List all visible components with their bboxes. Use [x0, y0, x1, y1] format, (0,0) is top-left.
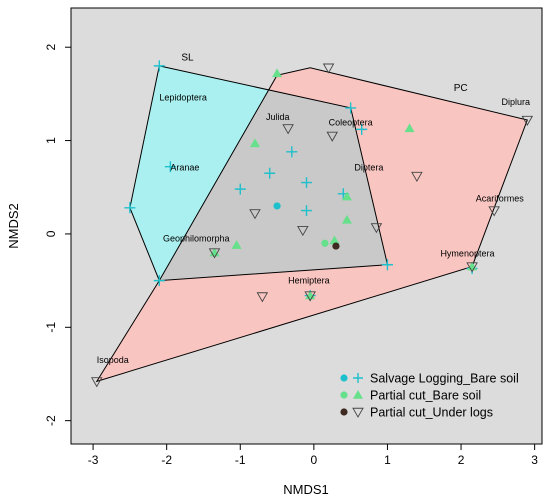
salvage-plus-point: [345, 102, 357, 114]
under-logs-triangle-point: [326, 131, 339, 142]
salvage-plus-point: [381, 259, 393, 271]
x-tick-label: 0: [311, 453, 318, 467]
hull-group: SL PC: [95, 52, 528, 383]
legend-marker-circle: [340, 408, 348, 416]
under-logs-triangle-point: [466, 262, 478, 273]
partial-bare-triangle-point: [272, 68, 283, 78]
species-label: Geophilomorpha: [163, 233, 230, 243]
under-logs-triangle-point: [488, 206, 500, 217]
legend-marker-triangle: [353, 390, 363, 399]
partial-bare-triangle-point: [341, 214, 352, 224]
under-logs-triangle-point: [249, 209, 261, 220]
under-logs-triangle-point: [297, 226, 309, 237]
legend-marker-circle: [340, 374, 348, 382]
partial-bare-triangle-point: [341, 191, 352, 201]
species-label: Hymenoptera: [440, 248, 494, 258]
hull-outline-sl: [129, 65, 389, 282]
salvage-plus-point: [124, 202, 136, 214]
x-tick-label: -2: [161, 453, 172, 467]
partial-bare-triangle-point: [209, 247, 220, 257]
species-label: Diptera: [354, 162, 383, 172]
species-label: Isopoda: [97, 355, 129, 365]
x-tick-label: -1: [235, 453, 246, 467]
species-label: Acariformes: [476, 193, 525, 203]
x-tick-label: -3: [88, 453, 99, 467]
salvage-plus-point: [234, 183, 246, 195]
y-axis-label: NMDS2: [6, 203, 21, 249]
species-label: Coleoptera: [329, 118, 373, 128]
hull-overlap: [129, 67, 388, 281]
annotation-group: Lepidoptera Aranae Julida Coleoptera Diptera…: [97, 92, 530, 364]
series-0-centroid-point: [273, 202, 281, 210]
species-label: Lepidoptera: [159, 92, 207, 102]
under-logs-triangle-point: [322, 63, 335, 74]
y-tick-label: 0: [44, 230, 58, 237]
under-logs-triangle-point: [208, 248, 221, 259]
species-label: Diplura: [502, 97, 531, 107]
partial-bare-triangle-point: [231, 240, 242, 249]
legend-marker-circle: [340, 391, 348, 399]
salvage-plus-point: [301, 177, 312, 189]
salvage-plus-point: [153, 60, 165, 72]
species-label: Julida: [266, 112, 290, 122]
y-tick-label: 1: [44, 137, 58, 144]
series-1-centroid-point: [321, 239, 329, 247]
legend: Salvage Logging_Bare soil Partial cut_Bar…: [340, 372, 519, 420]
under-logs-triangle-point: [521, 115, 534, 126]
under-logs-triangle-point: [256, 292, 269, 303]
x-tick-label: 1: [384, 453, 391, 467]
salvage-plus-point: [264, 167, 276, 179]
salvage-plus-point: [153, 275, 165, 287]
legend-marker-triangle-open: [352, 407, 364, 418]
under-logs-triangle-point: [304, 291, 316, 302]
under-logs-triangle-point: [370, 223, 383, 234]
partial-bare-triangle-point: [305, 290, 316, 300]
x-axis-label: NMDS1: [283, 482, 329, 497]
species-label: Hemiptera: [288, 275, 330, 285]
y-tick-label: 2: [44, 44, 58, 51]
hull-label-sl: SL: [181, 52, 194, 63]
partial-bare-triangle-point: [404, 123, 415, 133]
salvage-plus-point: [301, 205, 312, 217]
under-logs-triangle-point: [90, 377, 103, 388]
y-tick-label: -1: [44, 322, 58, 333]
partial-bare-triangle-point: [329, 235, 340, 245]
y-axis: -2 -1 0 1 2: [44, 44, 71, 426]
legend-label: Partial cut_Under logs: [370, 406, 493, 420]
legend-label: Partial cut_Bare soil: [370, 389, 481, 403]
species-label: Aranae: [170, 162, 199, 172]
partial-bare-triangle-point: [467, 261, 478, 271]
series-2-centroid-point: [332, 242, 340, 250]
under-logs-triangle-point: [282, 124, 294, 135]
plot-frame: [70, 7, 543, 445]
x-tick-label: 2: [458, 453, 465, 467]
x-axis: -3 -2 -1 0 1 2 3: [88, 444, 538, 467]
y-tick-label: -2: [44, 415, 58, 426]
x-tick-label: 3: [531, 453, 538, 467]
salvage-plus-point: [286, 146, 298, 158]
under-logs-triangle-point: [411, 171, 423, 182]
legend-label: Salvage Logging_Bare soil: [370, 372, 519, 386]
legend-marker-plus: [353, 373, 363, 383]
partial-bare-triangle-point: [249, 138, 260, 148]
hull-label-pc: PC: [454, 83, 468, 94]
salvage-plus-point: [356, 123, 368, 135]
salvage-plus-point: [164, 161, 176, 173]
points-group: [90, 60, 534, 388]
